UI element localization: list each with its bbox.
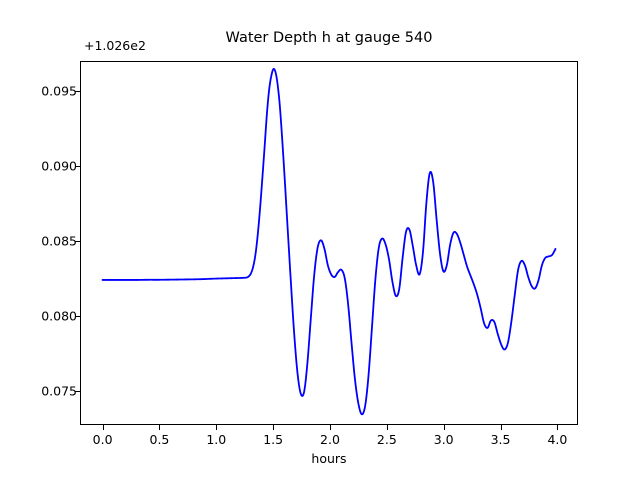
x-axis-tick xyxy=(330,424,331,430)
y-axis-tick xyxy=(75,390,81,392)
x-axis-tick-label: 2.0 xyxy=(320,432,340,447)
x-axis-tick xyxy=(500,424,502,430)
y-axis-tick-label: 0.095 xyxy=(41,83,77,99)
x-axis-tick-label: 3.5 xyxy=(490,432,511,447)
y-axis-tick xyxy=(75,241,81,242)
y-axis-tick-label: 0.080 xyxy=(41,308,77,324)
x-axis-tick-label: 2.5 xyxy=(376,432,397,447)
x-axis-label: hours xyxy=(311,451,347,466)
x-axis-tick-label: 1.5 xyxy=(263,432,284,447)
y-axis-tick xyxy=(75,166,81,168)
y-axis-tick-label: 0.075 xyxy=(41,383,77,399)
x-axis-tick xyxy=(386,424,388,430)
y-axis-offset-label: +1.026e2 xyxy=(84,38,146,53)
plot-axes: 0.075 0.080 0.085 0.090 0.095 0.0 0.5 1.0 1.5 2.0… xyxy=(41,61,578,447)
x-axis-tick xyxy=(102,424,104,430)
y-axis-tick-label: 0.090 xyxy=(41,158,77,174)
x-axis-tick-label: 4.0 xyxy=(547,432,568,447)
y-axis-tick-label: 0.085 xyxy=(41,233,77,249)
x-axis-tick-label: 0.5 xyxy=(149,432,170,447)
x-axis-tick xyxy=(159,424,161,430)
x-axis-tick-label: 0.0 xyxy=(92,432,113,447)
x-axis-tick-label: 1.0 xyxy=(206,432,227,447)
line-series-water-depth xyxy=(81,62,577,424)
x-axis-tick xyxy=(443,424,445,430)
y-axis-tick xyxy=(75,315,81,317)
y-axis-tick xyxy=(75,91,81,93)
x-axis-tick xyxy=(216,424,218,430)
page-title: Water Depth h at gauge 540 xyxy=(225,30,433,46)
x-axis-tick xyxy=(557,424,559,430)
x-axis-tick xyxy=(273,424,275,430)
x-axis-tick-label: 3.0 xyxy=(433,432,454,447)
